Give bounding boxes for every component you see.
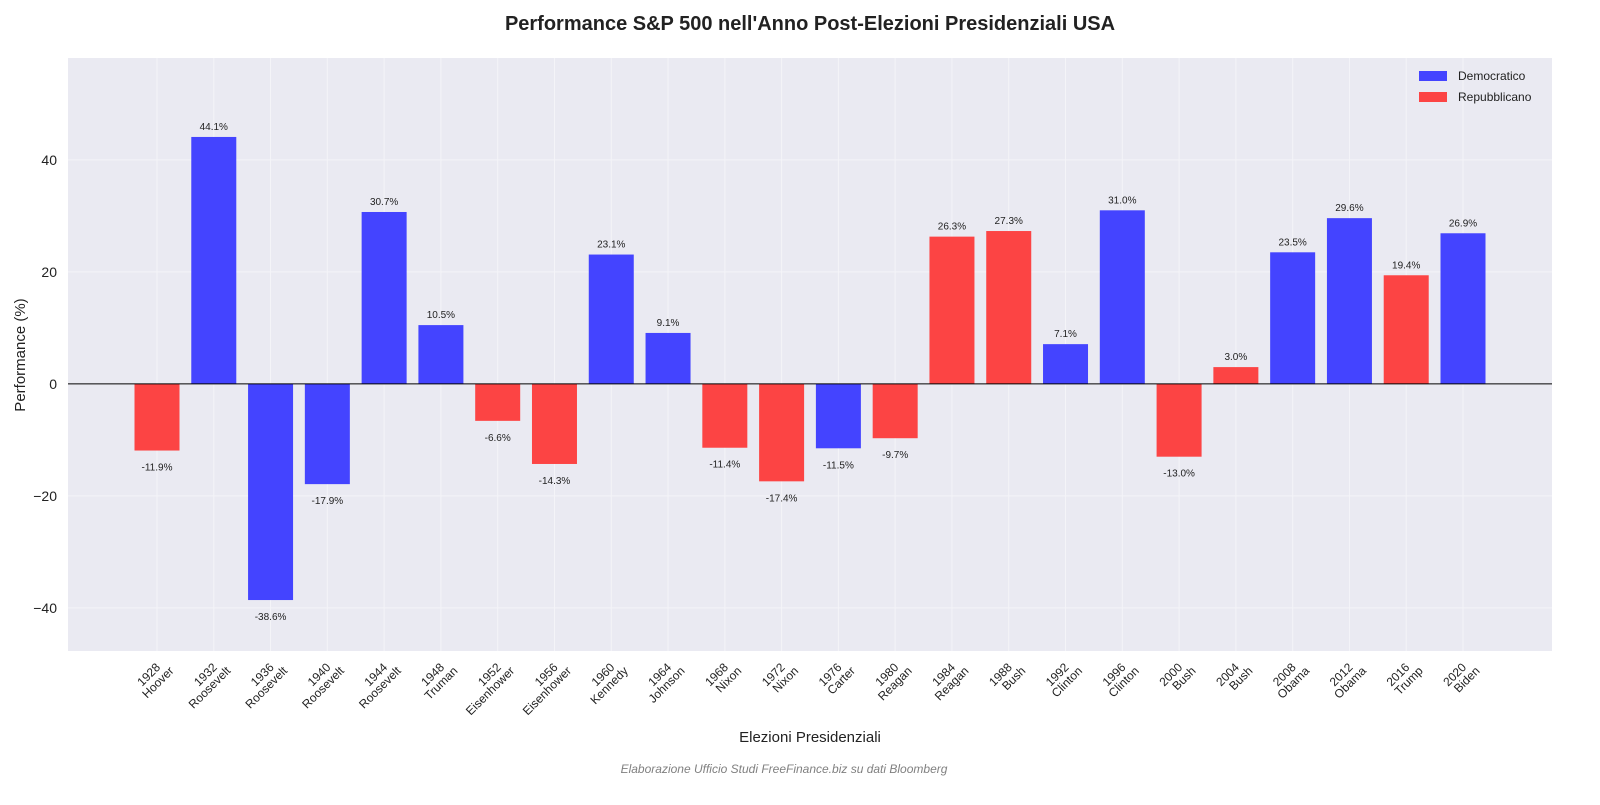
bar-labels: -11.9% 44.1% -38.6% -17.9% 30.7% 10.5% -6.6% -1… xyxy=(142,122,1478,623)
bar xyxy=(986,231,1032,384)
bar xyxy=(588,254,634,384)
bar xyxy=(929,236,975,384)
y-tick-label: −20 xyxy=(33,488,57,504)
bar-value-label: 23.5% xyxy=(1278,237,1306,248)
bar xyxy=(1440,233,1486,384)
bar xyxy=(191,136,237,384)
bars xyxy=(134,136,1486,601)
bar xyxy=(815,383,861,449)
legend-swatch xyxy=(1419,71,1447,81)
bar-value-label: 10.5% xyxy=(427,310,455,321)
bar-value-label: -13.0% xyxy=(1163,469,1195,480)
bar-value-label: 19.4% xyxy=(1392,260,1420,271)
bar-value-label: 23.1% xyxy=(597,240,625,251)
bar-value-label: 9.1% xyxy=(657,318,680,329)
bar xyxy=(418,325,464,384)
y-tick-label: 0 xyxy=(49,376,57,392)
y-tick-label: 20 xyxy=(41,264,57,280)
legend-label: Democratico xyxy=(1458,69,1526,83)
bar-value-label: 26.9% xyxy=(1449,218,1477,229)
bar xyxy=(1326,218,1372,384)
bar xyxy=(1043,344,1089,384)
bar-value-label: 26.3% xyxy=(938,222,966,233)
bar xyxy=(1213,367,1259,384)
bar-value-label: 7.1% xyxy=(1054,329,1077,340)
legend-swatch xyxy=(1419,92,1447,102)
y-axis-label: Performance (%) xyxy=(12,298,29,411)
y-tick-label: −40 xyxy=(33,600,57,616)
bar xyxy=(304,383,350,485)
bar-value-label: 30.7% xyxy=(370,197,398,208)
bar-value-label: 27.3% xyxy=(995,216,1023,227)
y-axis-ticks: −40 −20 0 20 40 xyxy=(33,152,57,616)
bar-value-label: -11.5% xyxy=(823,460,854,471)
bar-value-label: -38.6% xyxy=(255,612,287,623)
bar-value-label: 44.1% xyxy=(200,122,228,133)
bar xyxy=(531,383,577,464)
bar-value-label: -11.9% xyxy=(142,463,173,474)
bar-value-label: 31.0% xyxy=(1108,195,1136,206)
legend: Democratico Repubblicano xyxy=(1419,69,1532,104)
bar-value-label: -6.6% xyxy=(485,433,511,444)
bar xyxy=(872,383,918,439)
bar xyxy=(248,383,294,601)
bar-value-label: -17.4% xyxy=(766,493,798,504)
bar-value-label: 3.0% xyxy=(1224,352,1247,363)
bar xyxy=(759,383,805,482)
y-tick-label: 40 xyxy=(41,152,57,168)
legend-label: Repubblicano xyxy=(1458,90,1532,104)
bar-value-label: 29.6% xyxy=(1335,203,1363,214)
x-axis-label: Elezioni Presidenziali xyxy=(739,729,881,746)
bar xyxy=(645,332,691,384)
bar xyxy=(1156,383,1202,457)
bar xyxy=(134,383,180,451)
bar-value-label: -17.9% xyxy=(312,496,344,507)
bar xyxy=(702,383,748,448)
bar-value-label: -11.4% xyxy=(709,460,740,471)
bar xyxy=(1383,275,1429,384)
chart-title: Performance S&P 500 nell'Anno Post-Elezi… xyxy=(505,13,1115,35)
source-footnote: Elaborazione Ufficio Studi FreeFinance.b… xyxy=(621,762,948,776)
bar-value-label: -9.7% xyxy=(882,450,908,461)
bar xyxy=(361,211,407,384)
bar-value-label: -14.3% xyxy=(539,476,571,487)
bar xyxy=(475,383,521,421)
bar xyxy=(1099,210,1145,384)
bar xyxy=(1270,252,1316,384)
